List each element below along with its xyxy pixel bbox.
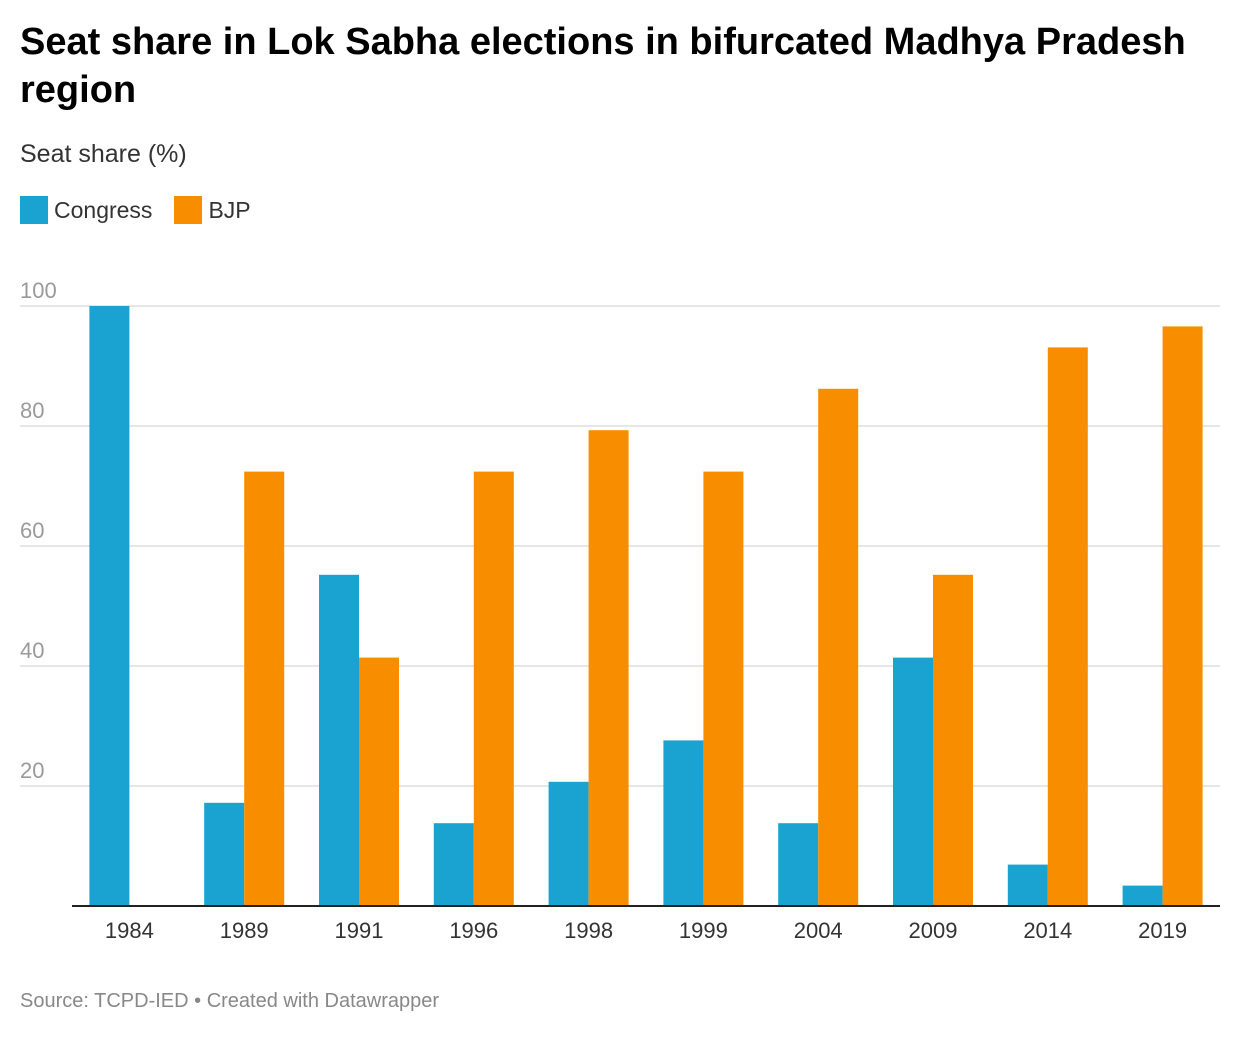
chart-subtitle: Seat share (%) — [20, 140, 187, 168]
bar-bjp-1998 — [588, 430, 629, 906]
bar-bjp-2019 — [1162, 326, 1203, 906]
footer-source: Source: TCPD-IED — [20, 990, 189, 1012]
bar-congress-2019 — [1122, 885, 1163, 906]
bar-congress-2004 — [778, 823, 819, 906]
legend-item-bjp: BJP — [174, 196, 251, 224]
bar-congress-1991 — [319, 574, 359, 906]
legend-label-bjp: BJP — [208, 196, 251, 223]
y-tick-label-20: 20 — [20, 758, 44, 783]
legend: Congress BJP — [20, 196, 273, 224]
x-tick-label-2004: 2004 — [794, 918, 843, 943]
x-tick-label-1999: 1999 — [679, 918, 728, 943]
bar-congress-1989 — [204, 802, 245, 906]
y-tick-label-40: 40 — [20, 638, 44, 663]
bar-bjp-1989 — [244, 471, 285, 906]
footer-credit: Created with Datawrapper — [206, 990, 440, 1012]
y-tick-label-80: 80 — [20, 398, 44, 423]
x-tick-label-1989: 1989 — [220, 918, 269, 943]
x-tick-label-1996: 1996 — [449, 918, 498, 943]
x-tick-label-2009: 2009 — [909, 918, 958, 943]
chart-title: Seat share in Lok Sabha elections in bif… — [20, 21, 1186, 111]
y-tick-label-60: 60 — [20, 518, 44, 543]
bar-bjp-1991 — [359, 657, 399, 906]
bar-congress-2014 — [1007, 864, 1048, 906]
footer: Source: TCPD-IED • Created with Datawrap… — [20, 990, 439, 1013]
legend-swatch-bjp — [174, 196, 203, 224]
x-tick-label-1991: 1991 — [335, 918, 384, 943]
bar-congress-1999 — [663, 740, 704, 906]
bar-bjp-2014 — [1047, 347, 1088, 906]
bar-congress-1984 — [89, 306, 130, 906]
bar-congress-2009 — [893, 657, 933, 906]
bar-bjp-2009 — [933, 574, 973, 906]
legend-swatch-congress — [20, 196, 48, 224]
footer-separator: • — [188, 990, 207, 1012]
bar-bjp-1999 — [703, 471, 744, 906]
legend-item-congress: Congress — [20, 196, 152, 224]
bar-congress-1998 — [548, 781, 589, 906]
x-tick-label-2014: 2014 — [1023, 918, 1072, 943]
bar-congress-1996 — [433, 823, 474, 906]
x-tick-label-1998: 1998 — [564, 918, 613, 943]
legend-label-congress: Congress — [54, 196, 153, 223]
bar-bjp-2004 — [818, 388, 859, 906]
bar-bjp-1996 — [473, 471, 514, 906]
x-tick-label-1984: 1984 — [105, 918, 154, 943]
x-tick-label-2019: 2019 — [1138, 918, 1187, 943]
y-tick-label-100: 100 — [20, 278, 57, 303]
